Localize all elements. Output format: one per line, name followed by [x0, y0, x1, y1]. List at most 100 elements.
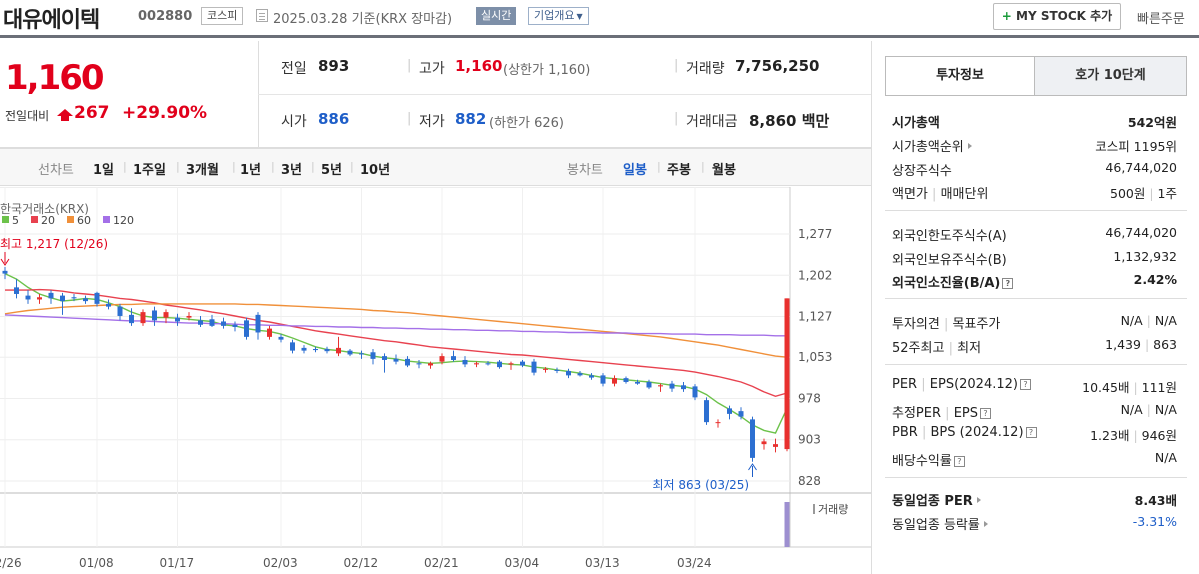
- legend-label: 120: [113, 214, 134, 227]
- help-icon[interactable]: ?: [1002, 278, 1014, 289]
- industry-rate-value: -3.31%: [1132, 514, 1177, 529]
- low-label: 저가: [419, 114, 445, 130]
- volume-value: 7,756,250: [735, 57, 820, 75]
- candle-body: [761, 441, 767, 445]
- volume-label: 거래량: [818, 503, 848, 516]
- candle-daily[interactable]: 일봉: [623, 163, 647, 178]
- foreign-hold-value: 1,132,932: [1113, 249, 1177, 264]
- market-cap-rank-label[interactable]: 시가총액순위: [892, 136, 972, 155]
- divider: |: [674, 58, 679, 73]
- open-value: 886: [318, 110, 350, 128]
- candle-body: [14, 287, 19, 294]
- candle-monthly[interactable]: 월봉: [712, 163, 736, 178]
- upper-limit: (상한가 1,160): [503, 63, 591, 78]
- candle-body: [117, 306, 123, 316]
- candle-body: [313, 348, 318, 351]
- industry-per-value: 8.43배: [1134, 493, 1177, 508]
- candle-body: [416, 363, 422, 365]
- candle-body: [48, 292, 54, 299]
- base-date: 2025.03.28 기준(KRX 장마감): [273, 12, 453, 27]
- volume-legend-mark: [813, 504, 815, 514]
- candle-body: [773, 444, 778, 447]
- divider: [885, 298, 1187, 299]
- candle-body: [646, 381, 652, 388]
- chevron-right-icon: [983, 521, 988, 527]
- foreign-ratio-label: 외국인소진율(B/A)?: [892, 272, 1014, 291]
- candle-body: [140, 312, 146, 324]
- candle-body: [301, 347, 307, 351]
- x-tick-label: 02/03: [263, 556, 298, 570]
- help-icon[interactable]: ?: [953, 456, 965, 467]
- divider: |: [674, 111, 679, 126]
- per-eps-value: 10.45배 | 111원: [1082, 380, 1177, 395]
- chart-high-annotation: 최고 1,217 (12/26): [0, 237, 108, 251]
- y-tick-label: 1,277: [798, 227, 832, 241]
- period-3y[interactable]: 3년: [281, 163, 303, 178]
- candle-body: [163, 312, 169, 318]
- industry-rate-label[interactable]: 동일업종 등락률: [892, 514, 988, 533]
- candle-body: [71, 297, 77, 299]
- candle-body: [278, 336, 284, 340]
- period-3m[interactable]: 3개월: [186, 163, 219, 178]
- candle-body: [106, 303, 111, 307]
- prev-close-label: 전일: [281, 61, 307, 77]
- plus-icon: +: [1001, 9, 1012, 23]
- candle-body: [370, 352, 376, 359]
- divider: |: [176, 160, 180, 173]
- candle-body: [186, 315, 192, 318]
- per-eps-label: PER | EPS(2024.12)?: [892, 377, 1031, 392]
- candle-body: [738, 411, 744, 417]
- x-tick-label: 03/24: [677, 556, 712, 570]
- period-5y[interactable]: 5년: [321, 163, 343, 178]
- foreign-hold-label: 외국인보유주식수(B): [892, 253, 1007, 268]
- low-value: 882: [455, 110, 487, 128]
- stock-header: 대유에이텍 002880 코스피 2025.03.28 기준(KRX 장마감) …: [0, 0, 1199, 38]
- candle-body: [25, 295, 31, 300]
- volume-bar: [784, 502, 790, 547]
- market-cap-rank-value: 코스피 1195위: [1095, 139, 1177, 154]
- legend-swatch: [31, 216, 38, 223]
- period-1y[interactable]: 1년: [240, 163, 262, 178]
- tab-investment-info[interactable]: 투자정보: [885, 56, 1035, 96]
- candle-body: [359, 353, 364, 355]
- pbr-bps-value: 1.23배 | 946원: [1090, 428, 1177, 443]
- company-overview-dropdown[interactable]: 기업개요 ▼: [528, 7, 589, 25]
- candle-body: [462, 359, 468, 365]
- quick-order-button[interactable]: 빠른주문: [1137, 12, 1185, 27]
- y-tick-label: 978: [798, 391, 821, 405]
- chevron-down-icon: ▼: [576, 12, 583, 21]
- realtime-button[interactable]: 실시간: [476, 7, 517, 25]
- period-10y[interactable]: 10년: [360, 163, 391, 178]
- period-1d[interactable]: 1일: [93, 163, 115, 178]
- help-icon[interactable]: ?: [980, 408, 991, 419]
- company-name: 대유에이텍: [3, 8, 100, 33]
- y-tick-label: 903: [798, 433, 821, 447]
- candle-body: [60, 295, 65, 302]
- tab-order-book[interactable]: 호가 10단계: [1034, 56, 1187, 96]
- foreign-limit-value: 46,744,020: [1105, 225, 1177, 240]
- help-icon[interactable]: ?: [1019, 379, 1031, 390]
- divider: [885, 210, 1187, 211]
- candle-body: [658, 385, 663, 387]
- par-unit-label: 액면가 | 매매단위: [892, 187, 989, 202]
- candle-body: [600, 375, 606, 384]
- candle-body: [669, 383, 675, 389]
- candle-weekly[interactable]: 주봉: [667, 163, 691, 178]
- y-tick-label: 1,202: [798, 268, 832, 282]
- industry-per-label[interactable]: 동일업종 PER: [892, 490, 981, 509]
- candle-body: [692, 386, 698, 398]
- stock-chart[interactable]: 1,277 1,202 1,127 1,053 978 903 828 12/26 01/08 0…: [0, 187, 871, 574]
- price-summary: [0, 41, 871, 148]
- candle-body: [589, 375, 594, 378]
- candle-body: [784, 298, 790, 450]
- help-icon[interactable]: ?: [1025, 427, 1037, 438]
- legend-label: 60: [77, 214, 91, 227]
- dividend-value: N/A: [1154, 450, 1177, 465]
- candle-body: [508, 363, 514, 365]
- add-my-stock-button[interactable]: + MY STOCK 추가: [993, 3, 1121, 30]
- candle-body: [750, 419, 755, 458]
- candle-body: [2, 270, 8, 274]
- change-label: 전일대비: [5, 109, 50, 123]
- period-1w[interactable]: 1주일: [133, 163, 166, 178]
- ma-line-20: [5, 288, 788, 398]
